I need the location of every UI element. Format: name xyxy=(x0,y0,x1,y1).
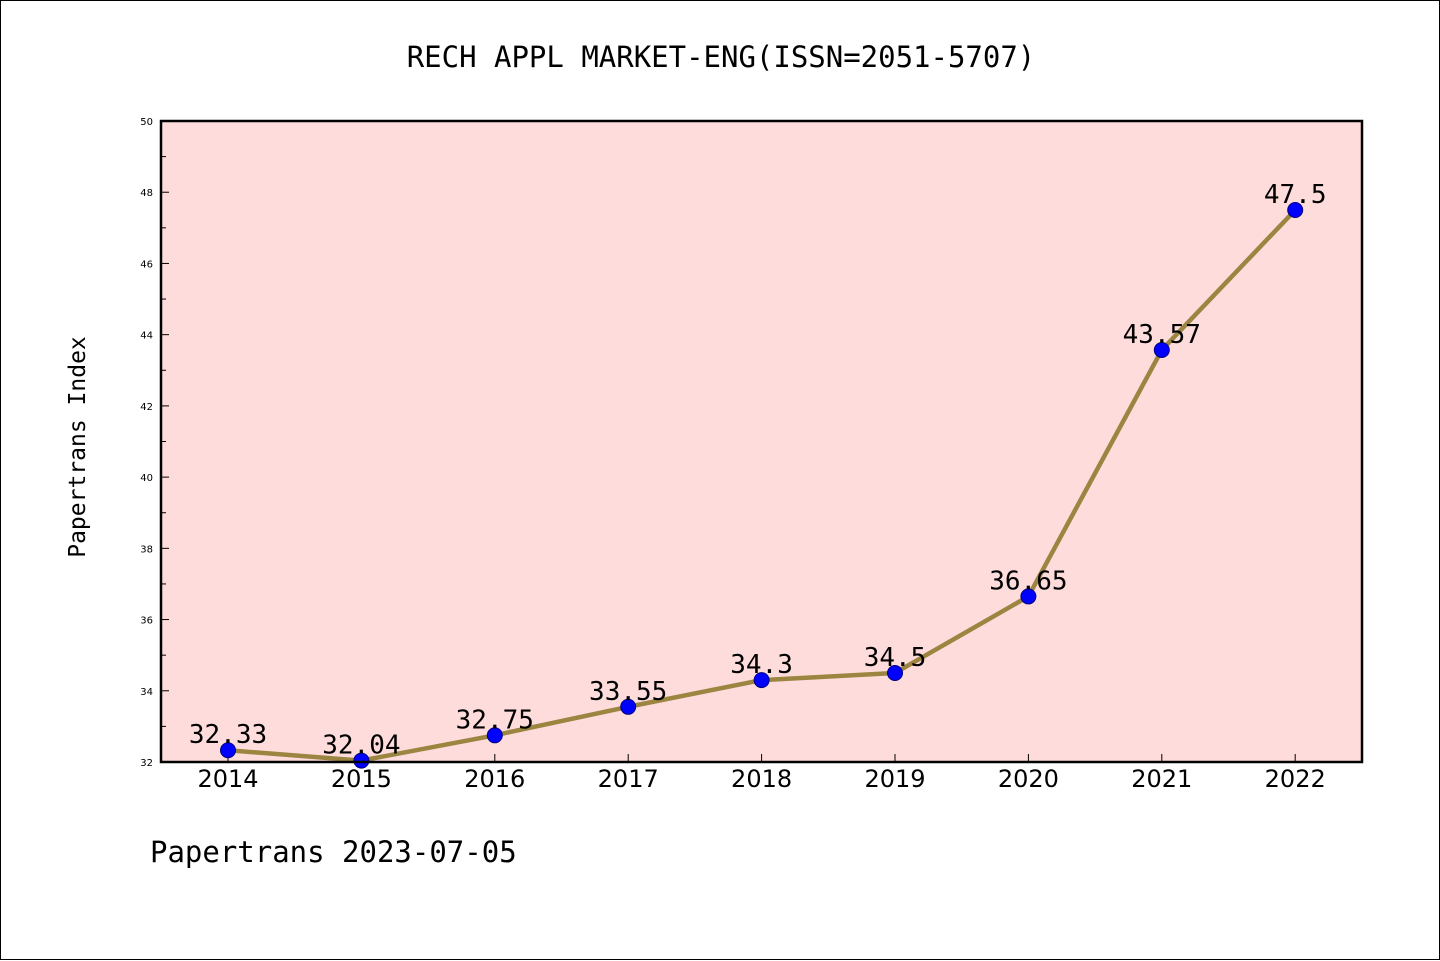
data-label: 36.65 xyxy=(989,566,1067,596)
data-point xyxy=(753,672,770,689)
y-tick-label: 42 xyxy=(140,402,153,413)
data-label: 34.5 xyxy=(864,643,927,673)
y-tick-label: 48 xyxy=(140,188,153,199)
y-tick-label: 44 xyxy=(140,331,153,342)
y-tick-label: 46 xyxy=(140,259,153,270)
y-tick-label: 38 xyxy=(140,544,153,555)
y-tick-label: 50 xyxy=(140,117,153,128)
y-tick-label: 32 xyxy=(140,758,153,769)
data-point xyxy=(486,727,503,744)
x-tick-label: 2014 xyxy=(197,765,258,793)
footer-text: Papertrans 2023-07-05 xyxy=(150,835,517,869)
y-tick-label: 34 xyxy=(140,687,153,698)
y-tick-label: 36 xyxy=(140,616,153,627)
data-label: 33.55 xyxy=(589,677,667,707)
data-label: 34.3 xyxy=(730,650,793,680)
x-tick-label: 2015 xyxy=(331,765,392,793)
x-tick-label: 2021 xyxy=(1131,765,1192,793)
data-point xyxy=(887,664,903,681)
y-axis: 32 34 36 38 40 42 44 46 48 50 xyxy=(140,117,169,769)
x-tick-label: 2020 xyxy=(998,765,1059,793)
data-label: 43.57 xyxy=(1123,320,1201,350)
data-point xyxy=(1020,588,1037,605)
x-tick-label: 2017 xyxy=(598,765,659,793)
data-point xyxy=(1153,341,1170,358)
data-label: 47.5 xyxy=(1264,180,1327,210)
data-label: 32.33 xyxy=(189,720,267,750)
data-label: 32.04 xyxy=(322,731,400,761)
data-point xyxy=(220,742,236,759)
data-label: 32.75 xyxy=(456,705,534,735)
plot-frame xyxy=(159,119,1364,764)
y-tick-label: 40 xyxy=(140,473,153,484)
x-tick-label: 2019 xyxy=(864,765,925,793)
data-point xyxy=(620,698,637,715)
x-tick-label: 2022 xyxy=(1265,765,1326,793)
x-axis: 2014 2015 2016 2017 2018 2019 2020 2021 2022 xyxy=(197,754,1326,793)
chart-title: RECH APPL MARKET-ENG(ISSN=2051-5707) xyxy=(407,40,1036,74)
data-point xyxy=(1287,202,1304,219)
data-point xyxy=(353,752,370,769)
x-tick-label: 2016 xyxy=(464,765,525,793)
x-tick-label: 2018 xyxy=(731,765,792,793)
y-axis-label: Papertrans Index xyxy=(65,336,91,558)
plot-area xyxy=(161,121,1362,762)
series-layer: 32.33 32.04 32.75 33.55 34.3 34.5 36.65 43.57 47… xyxy=(189,180,1327,769)
